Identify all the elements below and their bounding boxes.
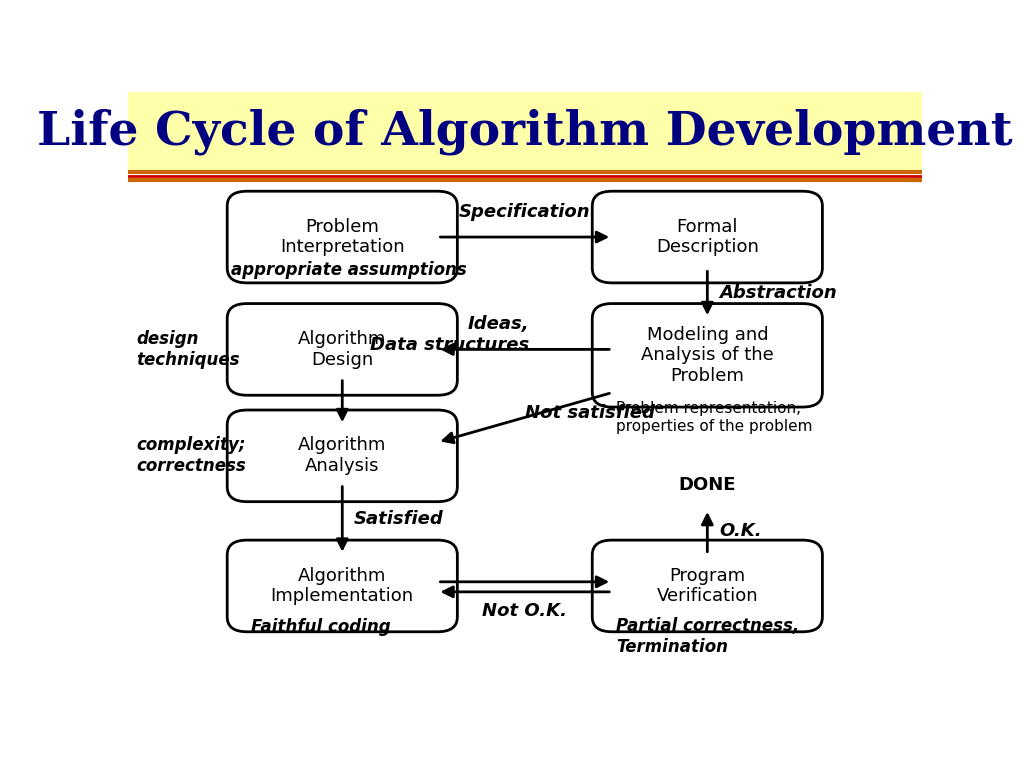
FancyBboxPatch shape — [128, 92, 922, 172]
Text: Problem
Interpretation: Problem Interpretation — [280, 217, 404, 257]
Text: Not satisfied: Not satisfied — [524, 404, 654, 422]
Text: Algorithm
Implementation: Algorithm Implementation — [270, 567, 414, 605]
FancyBboxPatch shape — [227, 410, 458, 502]
Text: Abstraction: Abstraction — [719, 284, 837, 303]
FancyBboxPatch shape — [227, 303, 458, 396]
Text: Formal
Description: Formal Description — [656, 217, 759, 257]
Text: Not O.K.: Not O.K. — [482, 602, 567, 620]
Text: Satisfied: Satisfied — [354, 510, 444, 528]
FancyBboxPatch shape — [592, 540, 822, 632]
Text: Algorithm
Design: Algorithm Design — [298, 330, 386, 369]
FancyBboxPatch shape — [592, 303, 822, 407]
Text: Program
Verification: Program Verification — [656, 567, 758, 605]
Text: complexity;
correctness: complexity; correctness — [136, 436, 246, 475]
Text: Partial correctness,
Termination: Partial correctness, Termination — [616, 617, 800, 656]
Text: Problem representation,
properties of the problem: Problem representation, properties of th… — [616, 401, 813, 434]
Text: Modeling and
Analysis of the
Problem: Modeling and Analysis of the Problem — [641, 326, 774, 385]
Text: Life Cycle of Algorithm Development: Life Cycle of Algorithm Development — [37, 109, 1013, 155]
FancyBboxPatch shape — [227, 540, 458, 632]
Text: Algorithm
Analysis: Algorithm Analysis — [298, 436, 386, 475]
Text: DONE: DONE — [679, 476, 736, 495]
FancyBboxPatch shape — [227, 191, 458, 283]
Text: appropriate assumptions: appropriate assumptions — [231, 260, 467, 279]
Text: Specification: Specification — [459, 203, 591, 221]
FancyBboxPatch shape — [592, 191, 822, 283]
Text: design
techniques: design techniques — [136, 330, 240, 369]
Text: Faithful coding: Faithful coding — [251, 618, 390, 637]
Text: O.K.: O.K. — [719, 522, 762, 540]
Text: Ideas,
Data structures: Ideas, Data structures — [370, 315, 528, 354]
